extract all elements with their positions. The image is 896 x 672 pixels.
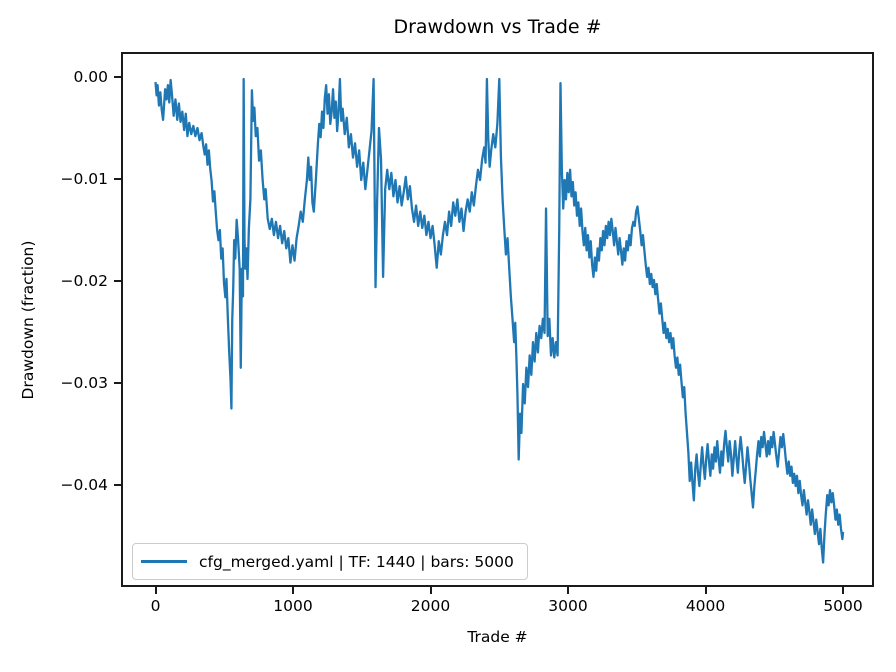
x-axis-label: Trade # — [467, 628, 528, 646]
x-tick-mark — [429, 587, 432, 594]
legend-line-sample — [141, 560, 187, 563]
x-tick-mark — [292, 587, 295, 594]
y-tick-mark — [114, 279, 121, 282]
drawdown-line-plot — [154, 77, 845, 564]
x-tick-mark — [154, 587, 157, 594]
x-tick-mark — [842, 587, 845, 594]
plot-area — [121, 52, 874, 587]
x-tick-label: 3000 — [548, 597, 588, 615]
y-tick-label: −0.02 — [60, 271, 109, 290]
y-tick-mark — [114, 75, 121, 78]
legend-entry-label: cfg_merged.yaml | TF: 1440 | bars: 5000 — [199, 552, 514, 571]
y-tick-label: −0.03 — [60, 373, 109, 392]
x-tick-label: 5000 — [823, 597, 863, 615]
x-tick-label: 2000 — [410, 597, 451, 615]
y-tick-label: −0.01 — [60, 169, 109, 188]
chart-title: Drawdown vs Trade # — [393, 16, 602, 38]
x-tick-label: 1000 — [273, 597, 313, 615]
y-tick-label: −0.04 — [60, 475, 109, 494]
x-tick-label: 0 — [150, 597, 161, 615]
y-tick-label: 0.00 — [73, 67, 108, 86]
x-tick-mark — [567, 587, 570, 594]
y-tick-mark — [114, 177, 121, 180]
x-tick-label: 4000 — [685, 597, 726, 615]
y-tick-mark — [114, 483, 121, 486]
x-tick-mark — [704, 587, 707, 594]
legend-box: cfg_merged.yaml | TF: 1440 | bars: 5000 — [132, 543, 528, 580]
y-axis-label: Drawdown (fraction) — [19, 240, 37, 400]
y-tick-mark — [114, 381, 121, 384]
series-line — [154, 77, 845, 564]
